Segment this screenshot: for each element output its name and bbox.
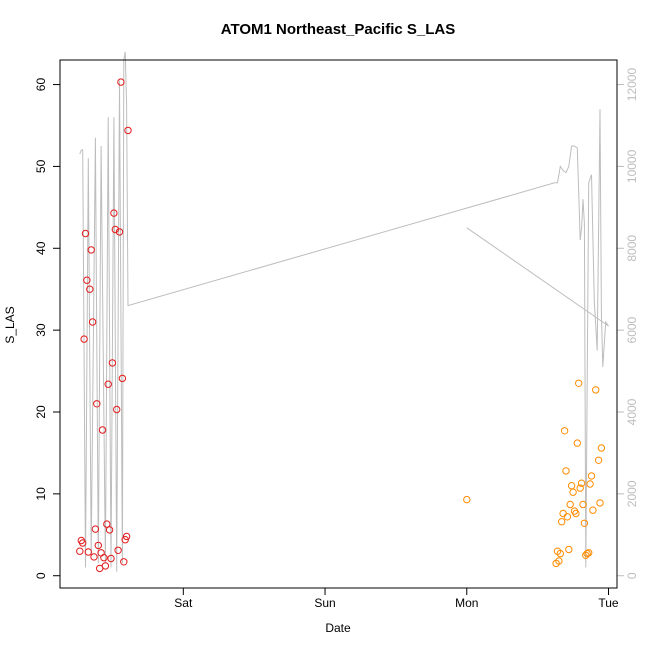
data-point (79, 539, 87, 547)
data-point (558, 518, 566, 526)
left-axis-tick-label: 60 (34, 78, 48, 92)
plot-frame (59, 59, 618, 589)
data-point (563, 513, 572, 521)
x-axis-label: Date (325, 621, 351, 635)
data-point (569, 488, 577, 496)
data-point (587, 472, 596, 480)
data-point (592, 386, 600, 394)
right-axis-tick-label: 0 (625, 572, 639, 579)
data-point (576, 484, 584, 492)
x-axis-tick-label: Mon (455, 596, 478, 610)
data-point (463, 495, 471, 504)
data-point (87, 246, 95, 254)
data-point (556, 549, 564, 558)
data-point (559, 509, 567, 518)
left-axis-tick-label: 20 (34, 405, 48, 419)
data-point (121, 536, 129, 544)
data-point (114, 546, 122, 554)
right-axis-tick-label: 6000 (625, 316, 639, 343)
chart-title: ATOM1 Northeast_Pacific S_LAS (221, 21, 456, 38)
data-point (105, 526, 114, 534)
x-axis-tick-label: Sun (314, 596, 335, 610)
data-point (88, 318, 97, 326)
data-point (117, 78, 125, 86)
left-axis-tick-label: 40 (34, 241, 48, 255)
data-point (122, 532, 131, 541)
data-point (585, 549, 593, 557)
data-point (577, 479, 586, 487)
data-point (76, 547, 84, 555)
right-axis-tick-label: 10000 (625, 149, 639, 183)
data-point (91, 525, 100, 533)
left-axis-tick-label: 50 (34, 159, 48, 173)
data-point (555, 557, 563, 565)
y-axis-label: S_LAS (3, 306, 17, 343)
left-axis-tick-label: 30 (34, 323, 48, 337)
data-point (575, 379, 583, 387)
right-axis-tick-label: 8000 (625, 235, 639, 262)
data-point (572, 509, 580, 518)
data-point (124, 126, 132, 135)
data-point (560, 427, 569, 435)
data-point (93, 400, 101, 408)
data-point (589, 506, 597, 514)
left-axis-tick-label: 0 (34, 572, 48, 579)
data-point (111, 225, 120, 234)
right-y-axis: 0 2000 4000 6000 8000 10000 12000 (616, 68, 639, 579)
data-point (597, 444, 606, 452)
data-point (586, 480, 594, 488)
data-point (120, 558, 128, 566)
data-point (80, 335, 88, 343)
right-axis-tick-label: 2000 (625, 480, 639, 507)
x-axis-tick-label: Tue (598, 596, 619, 610)
x-axis-tick-label: Sat (174, 596, 193, 610)
data-point (108, 359, 117, 367)
series-line (79, 51, 609, 572)
data-point (84, 548, 93, 556)
data-point (100, 554, 108, 562)
data-point (94, 541, 103, 550)
data-point (118, 374, 127, 383)
data-point (115, 228, 124, 236)
data-point (596, 499, 604, 507)
data-point (81, 229, 90, 238)
left-axis-tick-label: 10 (34, 487, 48, 501)
data-point (107, 554, 115, 563)
left-axis-point-series (76, 78, 606, 573)
data-point (90, 553, 98, 561)
data-point (83, 276, 91, 284)
data-point (98, 426, 107, 434)
data-point (86, 285, 94, 293)
data-point (594, 456, 603, 464)
data-point (567, 482, 576, 490)
data-point (579, 500, 587, 509)
right-axis-line-series (79, 51, 609, 572)
data-point (110, 209, 118, 217)
data-point (573, 439, 581, 447)
data-point (566, 500, 574, 509)
data-point (565, 545, 573, 554)
data-point (580, 519, 589, 527)
x-axis: Sat Sun Mon Tue (174, 587, 619, 610)
right-axis-tick-label: 4000 (625, 398, 639, 425)
data-point (113, 405, 121, 414)
data-point (104, 380, 112, 388)
data-point (101, 562, 110, 570)
data-point (562, 467, 570, 475)
data-point (103, 520, 111, 528)
right-axis-tick-label: 12000 (625, 68, 639, 102)
left-y-axis: 0 10 20 30 40 50 60 (34, 78, 61, 579)
